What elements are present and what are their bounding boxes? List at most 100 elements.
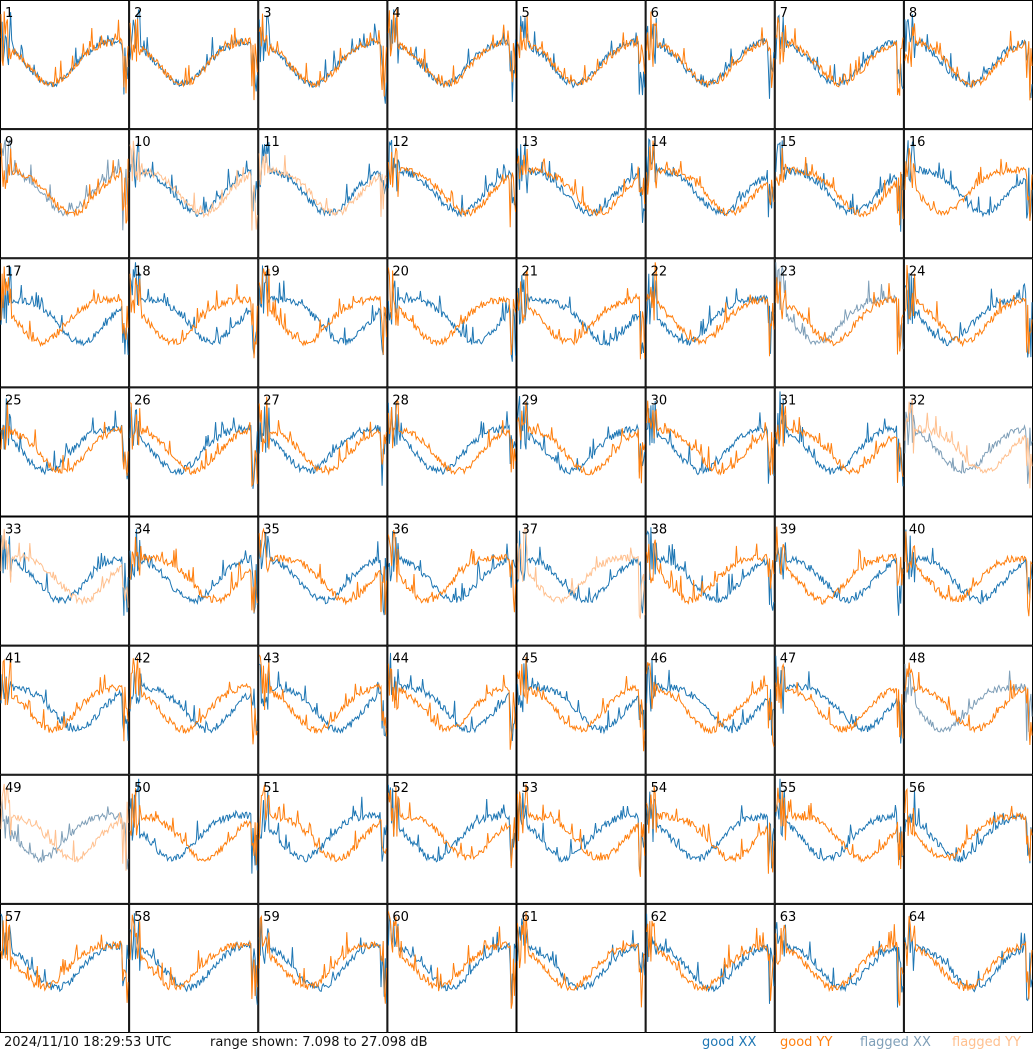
series-xx-line [904,14,1033,99]
series-yy-line [904,398,1033,489]
series-yy-line [517,911,645,1008]
panel-28: 28 [387,387,517,517]
series-xx-line [517,275,646,354]
legend-flagged-xx: flagged XX [860,1035,931,1050]
panel-frame [258,129,388,259]
panel-59: 59 [258,903,388,1033]
panel-frame [387,387,517,517]
panel-frame [258,774,388,904]
series-yy-line [646,400,775,476]
panel-label: 25 [5,393,22,408]
panel-23: 23 [774,258,904,388]
series-xx-line [775,922,904,1008]
footer: 2024/11/10 18:29:53 UTC range shown: 7.0… [0,1033,1033,1053]
panel-19: 19 [258,258,388,388]
panel-15: 15 [774,129,904,259]
panel-frame [387,0,517,130]
panel-label: 32 [909,393,926,408]
series-yy-line [387,9,516,88]
panel-label: 14 [651,135,668,150]
panel-60: 60 [387,903,517,1033]
legend-flagged-yy: flagged YY [952,1035,1021,1050]
panel-40: 40 [903,516,1033,646]
panel-52: 52 [387,774,517,904]
series-yy-line [646,11,775,88]
series-yy-line [129,402,258,488]
panel-58: 58 [129,903,259,1033]
panel-label: 61 [522,910,539,925]
panel-49: 49 [0,774,130,904]
series-yy-line [646,662,775,747]
panel-frame [903,516,1033,646]
panel-7: 7 [774,0,904,130]
panel-10: 10 [129,129,259,259]
series-yy-line [0,655,129,742]
series-yy-line [646,262,775,357]
panel-frame [258,645,388,775]
series-yy-line [517,148,646,217]
panel-label: 2 [134,6,142,21]
panel-31: 31 [774,387,904,517]
panel-51: 51 [258,774,388,904]
series-yy-line [646,140,775,217]
panel-29: 29 [516,387,646,517]
series-yy-line [775,662,904,739]
panel-frame [516,516,646,646]
panel-25: 25 [0,387,130,517]
series-yy-line [129,18,258,101]
panel-label: 43 [263,652,280,667]
panel-label: 7 [780,6,788,21]
panel-5: 5 [516,0,646,130]
panel-42: 42 [129,645,259,775]
series-xx-line [0,266,129,355]
series-yy-line [387,663,516,750]
panel-label: 28 [392,393,409,408]
panel-46: 46 [645,645,775,775]
series-yy-line [0,143,129,224]
panel-6: 6 [645,0,775,130]
panel-label: 48 [909,652,926,667]
panel-frame [645,129,775,259]
series-yy-line [775,147,904,226]
panel-label: 55 [780,781,797,796]
panel-38: 38 [645,516,775,646]
series-xx-line [646,137,775,218]
panel-label: 29 [522,393,539,408]
panel-label: 50 [134,781,151,796]
panel-50: 50 [129,774,259,904]
panel-37: 37 [516,516,646,646]
panel-21: 21 [516,258,646,388]
series-yy-line [0,266,129,348]
panel-frame [645,387,775,517]
panel-frame [645,645,775,775]
panel-11: 11 [258,129,388,259]
series-xx-line [646,18,775,99]
panel-frame [774,903,904,1033]
panel-frame [516,387,646,517]
series-yy-line [258,13,387,97]
panel-label: 45 [522,652,539,667]
panel-47: 47 [774,645,904,775]
panel-44: 44 [387,645,517,775]
panel-frame [774,387,904,517]
panel-label: 18 [134,264,151,279]
series-xx-line [129,262,258,355]
panel-32: 32 [903,387,1033,517]
series-yy-line [387,147,516,228]
panel-53: 53 [516,774,646,904]
series-yy-line [775,17,904,96]
panel-label: 16 [909,135,926,150]
series-xx-line [904,400,1033,484]
timestamp: 2024/11/10 18:29:53 UTC [4,1035,172,1050]
series-xx-line [388,652,516,742]
series-xx-line [517,657,646,742]
panel-label: 22 [651,264,668,279]
panel-label: 17 [5,264,22,279]
series-xx-line [258,791,387,863]
series-xx-line [387,139,516,218]
panel-label: 31 [780,393,797,408]
panel-frame [516,129,646,259]
panel-label: 9 [5,135,13,150]
series-xx-line [129,669,258,734]
